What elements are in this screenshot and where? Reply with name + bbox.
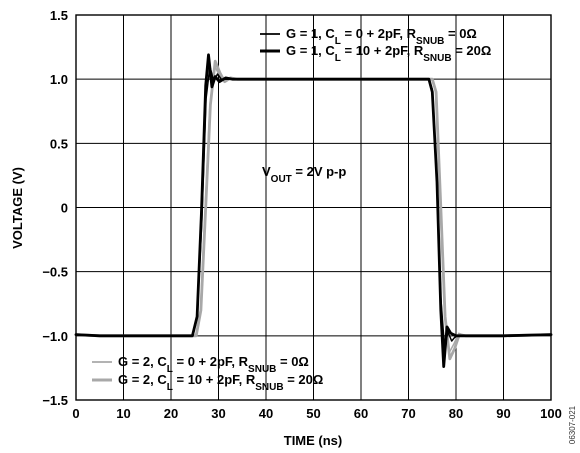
legend-entry-1: G = 1, CL = 0 + 2pF, RSNUB = 0Ω <box>260 26 477 47</box>
x-tick-label: 100 <box>540 406 562 421</box>
x-tick-label: 90 <box>496 406 510 421</box>
y-tick-label: 1.5 <box>50 8 68 23</box>
x-tick-label: 10 <box>116 406 130 421</box>
x-tick-label: 20 <box>164 406 178 421</box>
x-tick-label: 40 <box>259 406 273 421</box>
figure-id: 06307-021 <box>568 405 577 444</box>
x-tick-label: 0 <box>72 406 79 421</box>
y-tick-label: −1.5 <box>42 393 68 408</box>
legend-label: G = 2, CL = 10 + 2pF, RSNUB = 20Ω <box>118 372 323 393</box>
x-tick-label: 50 <box>306 406 320 421</box>
y-tick-label: −1.0 <box>42 329 68 344</box>
x-tick-label: 60 <box>354 406 368 421</box>
tick-labels: 0 10 20 30 40 50 60 70 80 90 100 1.5 1.0 0.5 0 −0.5 −1.0… <box>42 8 562 421</box>
legend-label: G = 2, CL = 0 + 2pF, RSNUB = 0Ω <box>118 354 309 375</box>
grid <box>76 15 551 400</box>
y-tick-label: 0 <box>61 201 68 216</box>
legend-entry-3: G = 2, CL = 0 + 2pF, RSNUB = 0Ω <box>92 354 309 375</box>
legend-label: G = 1, CL = 0 + 2pF, RSNUB = 0Ω <box>286 26 477 47</box>
legend-label: G = 1, CL = 10 + 2pF, RSNUB = 20Ω <box>286 43 491 64</box>
legend-top: G = 1, CL = 0 + 2pF, RSNUB = 0ΩG = 1, CL… <box>260 26 491 64</box>
y-tick-label: 0.5 <box>50 136 68 151</box>
legend-bottom: G = 2, CL = 0 + 2pF, RSNUB = 0ΩG = 2, CL… <box>92 354 323 393</box>
series-layer <box>74 53 553 369</box>
plot-frame <box>75 14 552 401</box>
legend-entry-2: G = 1, CL = 10 + 2pF, RSNUB = 20Ω <box>260 43 491 64</box>
y-tick-label: −0.5 <box>42 265 68 280</box>
y-axis-label: VOLTAGE (V) <box>10 167 25 249</box>
vout-annotation: VOUT = 2V p-p <box>262 164 346 185</box>
series-line-2 <box>74 53 553 369</box>
x-tick-label: 30 <box>211 406 225 421</box>
x-tick-label: 80 <box>449 406 463 421</box>
y-tick-label: 1.0 <box>50 72 68 87</box>
legend-entry-4: G = 2, CL = 10 + 2pF, RSNUB = 20Ω <box>92 372 323 393</box>
x-tick-label: 70 <box>401 406 415 421</box>
x-axis-label: TIME (ns) <box>284 433 343 448</box>
